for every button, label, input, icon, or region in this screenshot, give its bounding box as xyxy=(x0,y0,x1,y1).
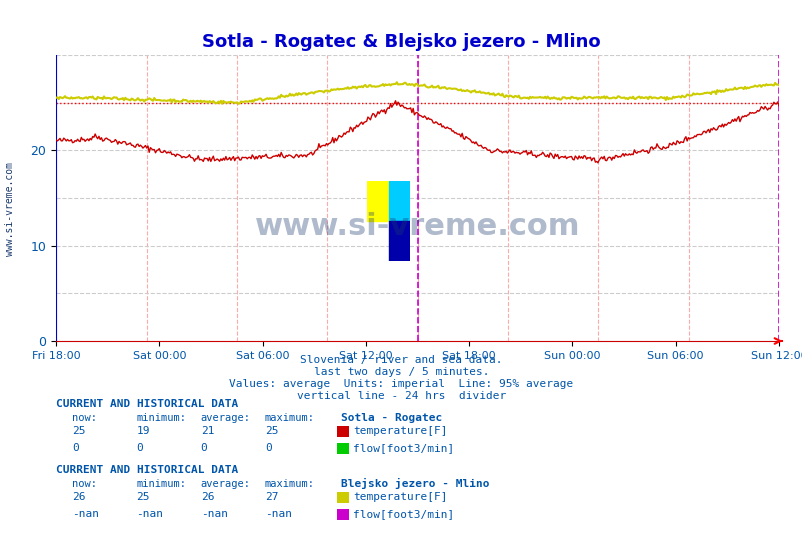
Text: 25: 25 xyxy=(265,426,278,437)
Text: minimum:: minimum: xyxy=(136,412,186,423)
Text: 21: 21 xyxy=(200,426,214,437)
Text: -nan: -nan xyxy=(136,509,164,519)
Text: flow[foot3/min]: flow[foot3/min] xyxy=(353,443,454,453)
Text: flow[foot3/min]: flow[foot3/min] xyxy=(353,509,454,519)
Text: Blejsko jezero - Mlino: Blejsko jezero - Mlino xyxy=(341,478,489,489)
Text: 26: 26 xyxy=(200,492,214,503)
Text: CURRENT AND HISTORICAL DATA: CURRENT AND HISTORICAL DATA xyxy=(56,465,238,475)
Text: now:: now: xyxy=(72,478,97,489)
Text: 26: 26 xyxy=(72,492,86,503)
Text: temperature[F]: temperature[F] xyxy=(353,492,448,503)
Text: maximum:: maximum: xyxy=(265,412,314,423)
Text: 0: 0 xyxy=(72,443,79,453)
Text: now:: now: xyxy=(72,412,97,423)
Text: 19: 19 xyxy=(136,426,150,437)
Text: CURRENT AND HISTORICAL DATA: CURRENT AND HISTORICAL DATA xyxy=(56,399,238,409)
Text: -nan: -nan xyxy=(72,509,99,519)
Text: Slovenia / river and sea data.: Slovenia / river and sea data. xyxy=(300,355,502,365)
Text: minimum:: minimum: xyxy=(136,478,186,489)
Text: maximum:: maximum: xyxy=(265,478,314,489)
Text: 0: 0 xyxy=(136,443,143,453)
Text: 25: 25 xyxy=(136,492,150,503)
Text: average:: average: xyxy=(200,478,250,489)
Text: average:: average: xyxy=(200,412,250,423)
Text: 0: 0 xyxy=(265,443,271,453)
Text: 27: 27 xyxy=(265,492,278,503)
Text: 25: 25 xyxy=(72,426,86,437)
Text: Sotla - Rogatec: Sotla - Rogatec xyxy=(341,412,442,423)
Text: last two days / 5 minutes.: last two days / 5 minutes. xyxy=(314,367,488,377)
Text: -nan: -nan xyxy=(200,509,228,519)
Text: 0: 0 xyxy=(200,443,207,453)
Text: www.si-vreme.com: www.si-vreme.com xyxy=(254,212,580,241)
Text: Values: average  Units: imperial  Line: 95% average: Values: average Units: imperial Line: 95… xyxy=(229,379,573,389)
Text: vertical line - 24 hrs  divider: vertical line - 24 hrs divider xyxy=(297,391,505,401)
Text: temperature[F]: temperature[F] xyxy=(353,426,448,437)
Text: www.si-vreme.com: www.si-vreme.com xyxy=(5,162,14,256)
Text: -nan: -nan xyxy=(265,509,292,519)
Text: Sotla - Rogatec & Blejsko jezero - Mlino: Sotla - Rogatec & Blejsko jezero - Mlino xyxy=(202,33,600,51)
